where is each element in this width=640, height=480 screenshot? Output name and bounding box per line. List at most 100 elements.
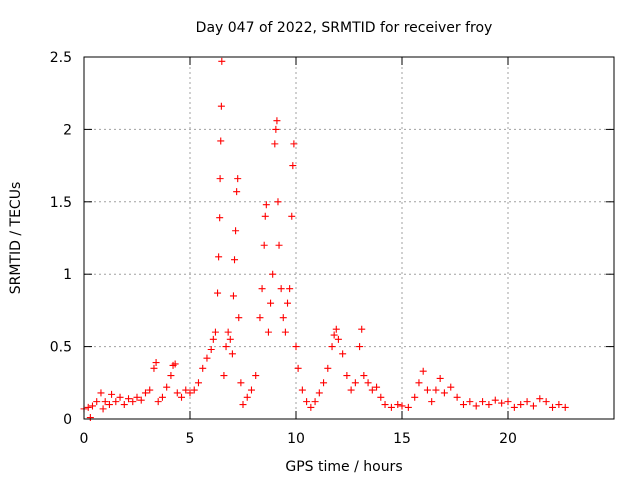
data-point bbox=[504, 398, 512, 406]
data-point bbox=[260, 241, 268, 249]
data-point bbox=[411, 393, 419, 401]
data-point bbox=[215, 253, 223, 261]
data-point bbox=[332, 325, 340, 333]
data-point bbox=[479, 398, 487, 406]
data-point bbox=[453, 393, 461, 401]
data-point bbox=[292, 343, 300, 351]
data-point bbox=[171, 360, 179, 368]
data-point bbox=[137, 396, 145, 404]
y-tick-label: 0 bbox=[63, 412, 72, 428]
data-point bbox=[120, 401, 128, 409]
data-point bbox=[133, 393, 141, 401]
y-tick-label: 2.5 bbox=[50, 50, 72, 66]
data-point bbox=[272, 125, 280, 133]
data-point bbox=[116, 393, 124, 401]
data-point bbox=[150, 364, 158, 372]
data-point bbox=[234, 175, 242, 183]
x-tick-label: 5 bbox=[186, 431, 195, 447]
data-point bbox=[209, 335, 217, 343]
data-point bbox=[152, 359, 160, 367]
y-tick-label: 2 bbox=[63, 122, 72, 138]
data-point bbox=[324, 364, 332, 372]
data-point bbox=[271, 140, 279, 148]
grid bbox=[84, 57, 614, 419]
plot-frame bbox=[83, 56, 615, 420]
data-point bbox=[394, 401, 402, 409]
data-point bbox=[178, 393, 186, 401]
data-point bbox=[542, 398, 550, 406]
data-point bbox=[243, 393, 251, 401]
data-point bbox=[84, 403, 92, 411]
data-point bbox=[339, 350, 347, 358]
data-point bbox=[275, 241, 283, 249]
data-point bbox=[311, 398, 319, 406]
data-point bbox=[217, 102, 225, 110]
data-point bbox=[277, 285, 285, 293]
x-axis-label: GPS time / hours bbox=[285, 459, 402, 475]
data-point bbox=[330, 331, 338, 339]
data-point bbox=[387, 403, 395, 411]
data-point bbox=[288, 212, 296, 220]
data-point bbox=[423, 386, 431, 394]
data-point bbox=[226, 335, 234, 343]
data-point bbox=[112, 398, 120, 406]
data-point bbox=[536, 395, 544, 403]
data-point bbox=[154, 398, 162, 406]
data-point bbox=[358, 325, 366, 333]
chart-title: Day 047 of 2022, SRMTID for receiver fro… bbox=[196, 20, 493, 36]
data-point bbox=[216, 175, 224, 183]
data-point bbox=[549, 403, 557, 411]
data-point bbox=[368, 386, 376, 394]
data-point bbox=[182, 386, 190, 394]
data-point bbox=[360, 372, 368, 380]
data-point bbox=[328, 343, 336, 351]
data-point bbox=[377, 393, 385, 401]
data-point bbox=[428, 398, 436, 406]
data-point bbox=[267, 299, 275, 307]
data-point bbox=[404, 403, 412, 411]
ticks: 0 0.5 1 1.5 2 2.5 0 5 10 15 20 bbox=[50, 50, 614, 447]
data-point bbox=[217, 137, 225, 145]
data-point bbox=[194, 379, 202, 387]
data-point bbox=[99, 405, 107, 413]
data-point bbox=[224, 328, 232, 336]
data-point bbox=[284, 299, 292, 307]
data-point bbox=[216, 214, 224, 222]
data-point bbox=[298, 386, 306, 394]
data-point bbox=[199, 364, 207, 372]
data-point bbox=[351, 379, 359, 387]
x-tick-label: 10 bbox=[287, 431, 305, 447]
y-tick-label: 0.5 bbox=[50, 340, 72, 356]
data-point bbox=[231, 256, 239, 264]
data-point bbox=[233, 188, 241, 196]
data-point bbox=[239, 401, 247, 409]
data-point bbox=[207, 345, 215, 353]
data-point bbox=[343, 372, 351, 380]
data-point bbox=[290, 140, 298, 148]
data-point bbox=[356, 343, 364, 351]
data-point bbox=[173, 389, 181, 397]
data-point bbox=[232, 227, 240, 235]
data-point bbox=[398, 402, 406, 410]
data-point bbox=[258, 285, 266, 293]
data-point bbox=[125, 395, 133, 403]
data-point bbox=[517, 401, 525, 409]
data-point bbox=[498, 399, 506, 407]
data-point bbox=[262, 201, 270, 209]
data-point bbox=[440, 389, 448, 397]
data-point bbox=[218, 57, 226, 65]
data-point bbox=[235, 314, 243, 322]
data-point bbox=[228, 350, 236, 358]
data-point bbox=[364, 379, 372, 387]
data-point bbox=[303, 398, 311, 406]
data-point bbox=[129, 398, 137, 406]
data-point bbox=[220, 372, 228, 380]
data-point bbox=[334, 335, 342, 343]
data-point bbox=[167, 372, 175, 380]
data-point bbox=[459, 401, 467, 409]
data-point bbox=[289, 162, 297, 170]
data-point bbox=[214, 289, 222, 297]
data-point bbox=[523, 398, 531, 406]
data-point bbox=[294, 364, 302, 372]
